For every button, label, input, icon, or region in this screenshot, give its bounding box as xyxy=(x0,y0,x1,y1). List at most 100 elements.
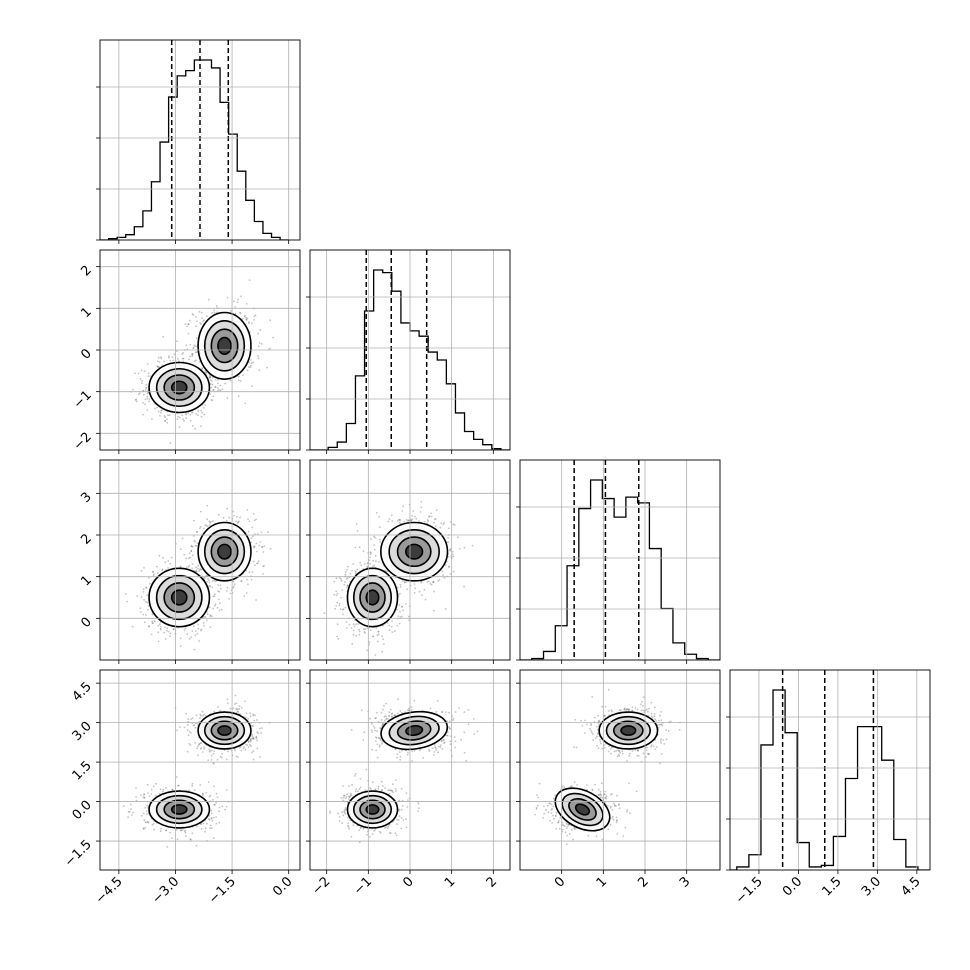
sample-point xyxy=(398,521,401,524)
sample-point xyxy=(257,357,260,360)
sample-point xyxy=(249,743,251,746)
sample-point xyxy=(176,358,179,360)
sample-point xyxy=(247,717,250,720)
sample-point xyxy=(157,631,160,634)
sample-point xyxy=(134,399,137,401)
sample-point xyxy=(439,526,442,529)
sample-point xyxy=(200,323,202,326)
sample-point xyxy=(178,426,181,428)
sample-point xyxy=(440,522,443,524)
sample-point xyxy=(163,360,165,363)
sample-point xyxy=(226,397,229,399)
sample-point xyxy=(189,343,192,346)
sample-point xyxy=(200,568,203,571)
sample-point xyxy=(193,539,196,542)
sample-point xyxy=(181,537,184,540)
sample-point xyxy=(163,415,166,417)
sample-point xyxy=(246,509,249,511)
sample-point xyxy=(228,598,231,600)
sample-point xyxy=(210,520,212,523)
sample-point xyxy=(247,530,250,533)
sample-point xyxy=(202,320,204,323)
sample-point xyxy=(429,582,432,585)
sample-point xyxy=(388,624,391,627)
panel-frame xyxy=(519,459,721,661)
sample-point xyxy=(199,713,202,716)
sample-point xyxy=(203,527,205,530)
sample-point xyxy=(209,379,212,381)
sample-point xyxy=(188,319,191,322)
sample-point xyxy=(211,586,214,589)
sample-point xyxy=(144,821,147,824)
sample-point xyxy=(245,318,248,321)
sample-point xyxy=(187,412,190,415)
sample-point xyxy=(187,734,190,737)
sample-point xyxy=(379,541,382,543)
sample-point xyxy=(368,643,371,646)
sample-point xyxy=(203,746,205,748)
panel-content xyxy=(130,279,275,444)
sample-point xyxy=(208,579,210,582)
sample-point xyxy=(191,554,194,557)
sample-point xyxy=(234,306,237,308)
contour-line xyxy=(197,521,252,582)
sample-point xyxy=(404,603,407,605)
sample-point xyxy=(250,537,253,540)
sample-point xyxy=(211,380,213,382)
sample-point xyxy=(209,376,211,379)
sample-point xyxy=(434,517,437,520)
sample-point xyxy=(147,372,150,375)
sample-point xyxy=(206,525,209,528)
sample-point xyxy=(447,527,450,530)
sample-point xyxy=(355,634,358,637)
sample-point xyxy=(196,542,199,545)
sample-point xyxy=(358,546,361,549)
sample-point xyxy=(449,521,452,523)
sample-point xyxy=(449,573,452,575)
sample-point xyxy=(141,379,143,382)
sample-point xyxy=(252,750,255,752)
sample-point xyxy=(145,614,147,616)
sample-point xyxy=(411,518,414,521)
sample-point xyxy=(160,827,162,830)
density-mode xyxy=(197,521,252,582)
sample-point xyxy=(238,705,241,707)
sample-point xyxy=(212,520,214,523)
sample-point xyxy=(418,520,420,522)
sample-point xyxy=(250,364,252,367)
sample-point xyxy=(397,615,400,617)
sample-point xyxy=(142,588,145,591)
sample-point xyxy=(233,583,236,586)
sample-point xyxy=(210,817,213,820)
sample-point xyxy=(168,414,171,416)
sample-point xyxy=(205,371,207,374)
sample-point xyxy=(245,303,248,305)
sample-point xyxy=(369,553,372,556)
sample-point xyxy=(214,604,216,607)
sample-point xyxy=(390,625,393,628)
sample-point xyxy=(259,756,261,758)
sample-point xyxy=(210,386,213,389)
sample-point xyxy=(399,586,402,588)
sample-point xyxy=(194,359,197,362)
sample-point xyxy=(179,637,182,640)
sample-point xyxy=(169,562,172,565)
sample-point xyxy=(193,789,196,791)
sample-point xyxy=(443,522,445,524)
sample-point xyxy=(407,519,410,522)
contour-line xyxy=(396,536,432,568)
sample-point xyxy=(156,365,159,367)
sample-point xyxy=(161,569,164,572)
sample-point xyxy=(430,583,433,586)
sample-point xyxy=(197,414,199,416)
sample-point xyxy=(447,537,449,539)
sample-point xyxy=(424,598,427,601)
sample-point xyxy=(183,629,186,631)
sample-point xyxy=(248,321,251,324)
sample-point xyxy=(388,518,391,520)
sample-point xyxy=(449,548,452,550)
y-tick-label: −2 xyxy=(71,430,95,454)
sample-point xyxy=(214,386,217,388)
